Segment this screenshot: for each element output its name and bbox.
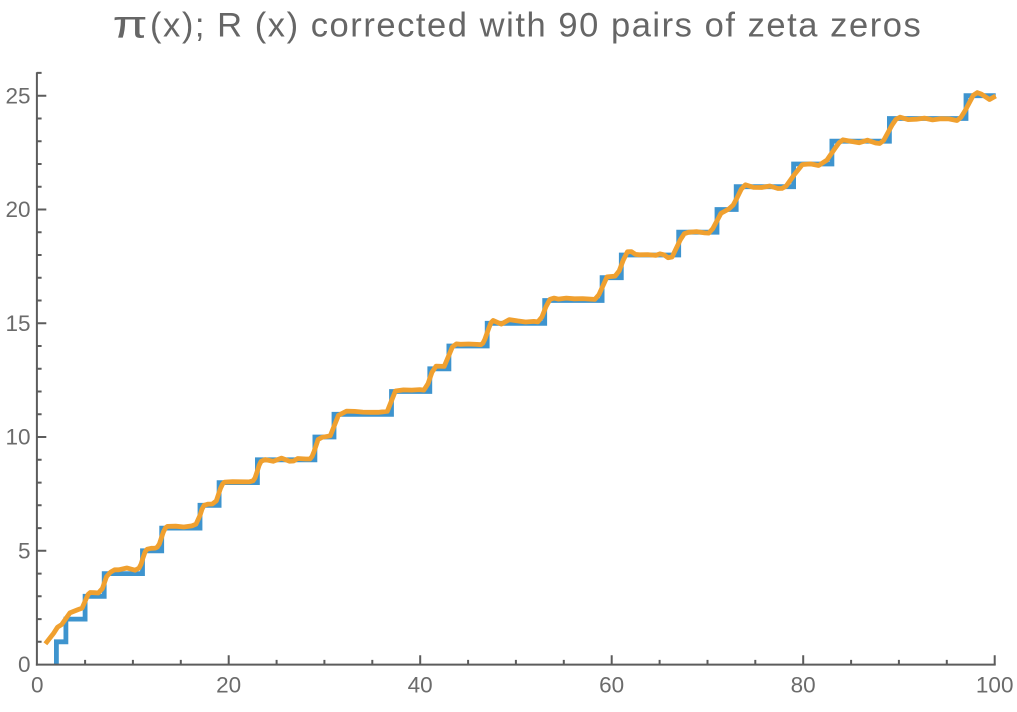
svg-text:5: 5: [18, 538, 31, 563]
svg-text:80: 80: [791, 672, 816, 697]
svg-text:15: 15: [5, 311, 30, 336]
svg-text:10: 10: [5, 425, 30, 450]
svg-text:(x); R (x) corrected with 90 p: (x); R (x) corrected with 90 pairs of ze…: [150, 7, 922, 45]
svg-text:40: 40: [408, 672, 433, 697]
svg-text:0: 0: [31, 672, 44, 697]
svg-text:60: 60: [599, 672, 624, 697]
svg-text:25: 25: [5, 83, 30, 108]
svg-text:20: 20: [5, 197, 30, 222]
svg-text:20: 20: [216, 672, 241, 697]
svg-text:0: 0: [18, 652, 31, 677]
svg-text:π: π: [113, 2, 150, 46]
svg-text:100: 100: [976, 672, 1014, 697]
